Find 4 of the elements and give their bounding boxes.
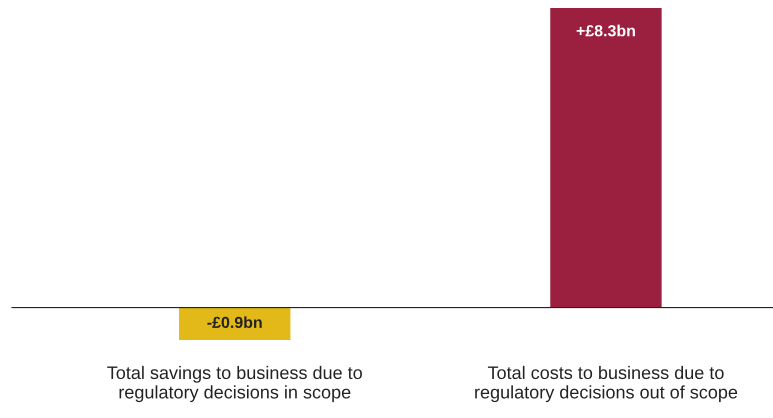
data-label: -£0.9bn xyxy=(207,316,262,328)
x-tick-label: Total costs to business due to regulatory decisions out of scope xyxy=(475,366,738,402)
data-label: +£8.3bn xyxy=(576,24,635,36)
x-tick-label: Total savings to business due to regulatory decisions in scope xyxy=(107,366,362,402)
